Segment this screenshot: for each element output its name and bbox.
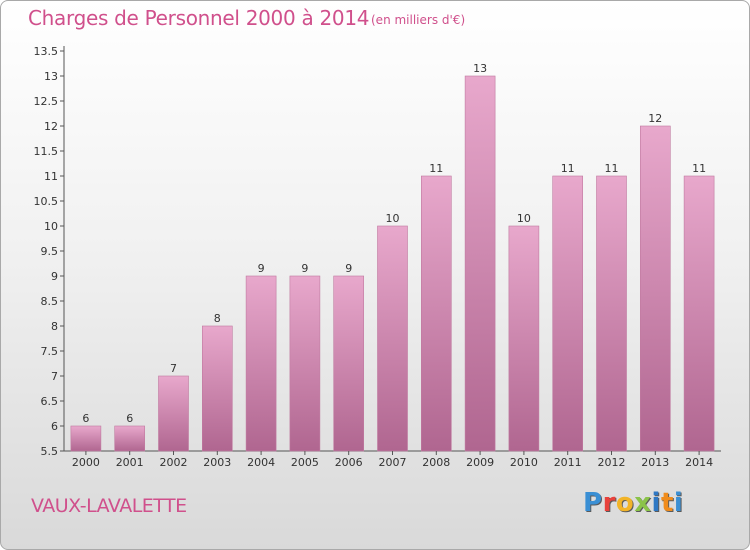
bar[interactable] bbox=[596, 175, 627, 452]
logo-letter: i bbox=[673, 488, 684, 518]
bar[interactable] bbox=[158, 375, 189, 452]
bar-value-label: 13 bbox=[473, 62, 487, 75]
x-tick-label: 2005 bbox=[291, 456, 319, 469]
bar-value-label: 11 bbox=[692, 162, 706, 175]
bar-value-label: 8 bbox=[214, 312, 221, 325]
proxiti-logo[interactable]: Proxiti bbox=[583, 488, 683, 518]
y-tick-label: 6.5 bbox=[41, 395, 59, 408]
y-tick-label: 11 bbox=[44, 170, 58, 183]
y-tick-label: 10.5 bbox=[34, 195, 59, 208]
bar-value-label: 7 bbox=[170, 362, 177, 375]
bar-value-label: 9 bbox=[258, 262, 265, 275]
logo-letter: x bbox=[634, 488, 652, 518]
logo-letter: i bbox=[651, 488, 661, 518]
bar[interactable] bbox=[639, 125, 671, 452]
x-tick-label: 2000 bbox=[72, 456, 100, 469]
y-tick-label: 13.5 bbox=[34, 45, 59, 58]
x-tick-label: 2006 bbox=[335, 456, 363, 469]
y-tick-label: 6 bbox=[51, 420, 58, 433]
y-tick-label: 12 bbox=[44, 120, 58, 133]
x-tick-label: 2003 bbox=[203, 456, 231, 469]
y-tick-label: 12.5 bbox=[34, 95, 59, 108]
x-tick-label: 2007 bbox=[379, 456, 407, 469]
bar[interactable] bbox=[114, 425, 145, 452]
bar-value-label: 11 bbox=[429, 162, 443, 175]
y-tick-label: 10 bbox=[44, 220, 58, 233]
y-tick-label: 13 bbox=[44, 70, 58, 83]
bar[interactable] bbox=[333, 275, 365, 452]
bar[interactable] bbox=[377, 225, 408, 452]
x-tick-label: 2009 bbox=[466, 456, 494, 469]
y-tick-label: 9 bbox=[51, 270, 58, 283]
bar-value-label: 9 bbox=[345, 262, 352, 275]
bar-value-label: 6 bbox=[126, 412, 133, 425]
bar[interactable] bbox=[289, 275, 321, 452]
x-tick-label: 2001 bbox=[116, 456, 144, 469]
bar[interactable] bbox=[202, 325, 233, 452]
bar[interactable] bbox=[464, 75, 496, 452]
logo-letter: r bbox=[602, 488, 616, 518]
bar-value-label: 10 bbox=[386, 212, 400, 225]
y-tick-label: 7.5 bbox=[41, 345, 59, 358]
y-tick-label: 8.5 bbox=[41, 295, 59, 308]
y-tick-label: 5.5 bbox=[41, 445, 59, 458]
x-tick-label: 2010 bbox=[510, 456, 538, 469]
bar[interactable] bbox=[70, 425, 102, 452]
bar-value-label: 9 bbox=[301, 262, 308, 275]
x-tick-label: 2008 bbox=[422, 456, 450, 469]
bar[interactable] bbox=[552, 175, 584, 452]
bar[interactable] bbox=[683, 175, 715, 452]
bar-value-label: 11 bbox=[561, 162, 575, 175]
bar[interactable] bbox=[508, 225, 540, 452]
y-tick-label: 9.5 bbox=[41, 245, 59, 258]
y-tick-label: 7 bbox=[51, 370, 58, 383]
x-tick-label: 2004 bbox=[247, 456, 275, 469]
y-tick-label: 11.5 bbox=[34, 145, 59, 158]
bar-value-label: 10 bbox=[517, 212, 531, 225]
logo-letter: t bbox=[660, 488, 674, 518]
x-tick-label: 2014 bbox=[685, 456, 713, 469]
bar[interactable] bbox=[420, 175, 452, 452]
bar-value-label: 6 bbox=[82, 412, 89, 425]
logo-letter: P bbox=[583, 488, 603, 518]
logo-letter: o bbox=[615, 488, 635, 518]
bar[interactable] bbox=[245, 275, 277, 452]
x-tick-label: 2012 bbox=[598, 456, 626, 469]
bar-value-label: 12 bbox=[648, 112, 662, 125]
commune-name: VAUX-LAVALETTE bbox=[31, 495, 187, 517]
y-tick-label: 8 bbox=[51, 320, 58, 333]
x-tick-label: 2011 bbox=[554, 456, 582, 469]
x-tick-label: 2002 bbox=[160, 456, 188, 469]
chart-title: Charges de Personnel 2000 à 2014 bbox=[28, 6, 370, 30]
x-tick-label: 2013 bbox=[641, 456, 669, 469]
bar-value-label: 11 bbox=[605, 162, 619, 175]
chart-subtitle: (en milliers d'€) bbox=[371, 13, 466, 27]
